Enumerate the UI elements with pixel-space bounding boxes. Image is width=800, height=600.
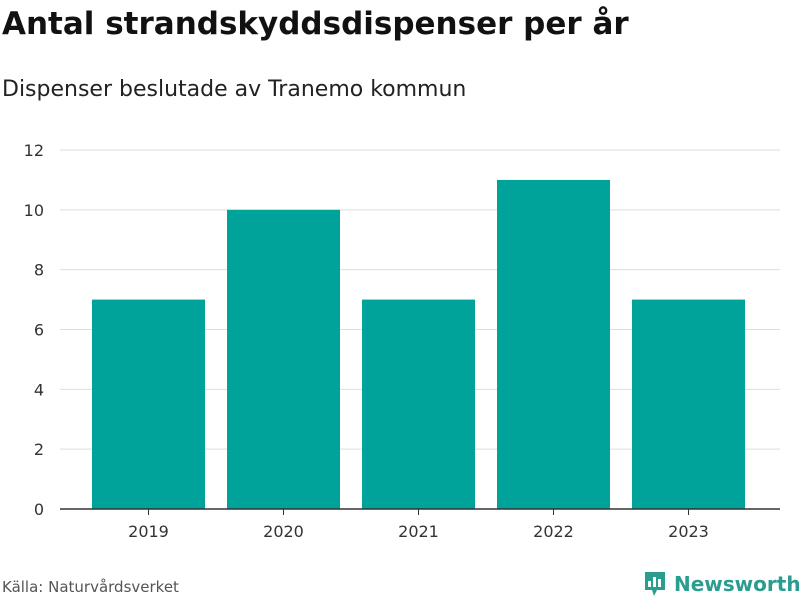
y-tick-label: 2 (34, 440, 44, 459)
bar (92, 299, 205, 509)
x-tick-label: 2022 (533, 522, 574, 541)
bar (362, 299, 475, 509)
y-tick-label: 12 (24, 141, 44, 160)
brand-name: Newsworthy (674, 572, 800, 596)
y-tick-label: 6 (34, 321, 44, 340)
bar (227, 209, 340, 510)
x-tick-label: 2021 (398, 522, 439, 541)
brand-logo: Newsworthy (643, 568, 800, 600)
y-tick-label: 4 (34, 380, 44, 399)
x-tick-label: 2020 (263, 522, 304, 541)
y-tick-label: 0 (34, 500, 44, 519)
y-tick-label: 8 (34, 261, 44, 280)
x-tick-label: 2023 (668, 522, 709, 541)
bar (632, 299, 745, 509)
chart-subtitle: Dispenser beslutade av Tranemo kommun (2, 77, 467, 102)
newsworthy-logo-icon (645, 572, 665, 596)
y-tick-label: 10 (24, 201, 44, 220)
source-note: Källa: Naturvårdsverket (2, 578, 179, 596)
bar (497, 179, 610, 509)
chart-title: Antal strandskyddsdispenser per år (2, 6, 629, 42)
x-tick-label: 2019 (128, 522, 169, 541)
